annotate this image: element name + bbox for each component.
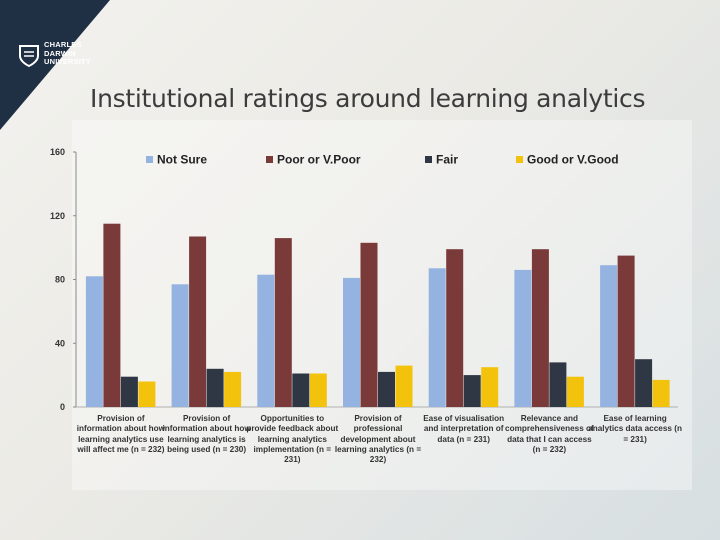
legend-swatch bbox=[266, 156, 273, 163]
slide-title: Institutional ratings around learning an… bbox=[90, 84, 646, 113]
x-tick-label: Provision of information about how learn… bbox=[162, 414, 251, 454]
bar-not-sure bbox=[428, 268, 446, 407]
bar-fair bbox=[378, 371, 395, 407]
logo-wordmark: CHARLES DARWIN UNIVERSITY bbox=[44, 40, 92, 67]
legend-swatch bbox=[146, 156, 153, 163]
y-tick-label: 0 bbox=[60, 402, 65, 412]
bar-good bbox=[309, 373, 327, 407]
bar-poor bbox=[103, 223, 121, 407]
bar-poor bbox=[274, 238, 292, 407]
bar-poor bbox=[360, 242, 378, 407]
y-tick-label: 80 bbox=[55, 275, 65, 285]
legend-label: Not Sure bbox=[157, 153, 207, 167]
bar-not-sure bbox=[600, 265, 618, 407]
bar-fair bbox=[292, 373, 310, 407]
x-tick-label: Ease of learning analytics data access (… bbox=[588, 414, 682, 444]
bar-good bbox=[566, 376, 584, 407]
bar-poor bbox=[189, 236, 207, 407]
bar-fair bbox=[549, 362, 567, 407]
bar-poor bbox=[531, 249, 549, 407]
bar-not-sure bbox=[257, 274, 275, 407]
legend-swatch bbox=[425, 156, 432, 163]
bar-poor bbox=[617, 255, 635, 407]
bar-fair bbox=[635, 359, 653, 407]
x-tick-label: Ease of visualisation and interpretation… bbox=[423, 414, 505, 444]
bar-good bbox=[652, 379, 670, 407]
x-tick-label: Provision of information about how learn… bbox=[76, 414, 165, 454]
shield-icon bbox=[19, 45, 39, 68]
logo-banner bbox=[0, 0, 110, 130]
logo-line-1: CHARLES bbox=[44, 40, 82, 49]
legend-label: Poor or V.Poor bbox=[277, 153, 361, 167]
bar-poor bbox=[446, 249, 464, 407]
legend-swatch bbox=[516, 156, 523, 163]
bar-not-sure bbox=[171, 284, 189, 407]
x-tick-label: Relevance and comprehensiveness of data … bbox=[505, 414, 594, 454]
bar-not-sure bbox=[514, 269, 532, 407]
logo-line-3: UNIVERSITY bbox=[44, 57, 92, 66]
bar-good bbox=[138, 381, 156, 407]
bar-fair bbox=[463, 375, 481, 407]
university-logo: CHARLES DARWIN UNIVERSITY bbox=[0, 0, 160, 140]
y-tick-label: 40 bbox=[55, 338, 65, 348]
bar-fair bbox=[120, 376, 138, 407]
bar-good bbox=[395, 365, 413, 407]
y-tick-label: 120 bbox=[50, 211, 65, 221]
legend-label: Good or V.Good bbox=[527, 153, 619, 167]
x-tick-label: Opportunities to provide feedback about … bbox=[246, 414, 339, 465]
bar-good bbox=[481, 367, 499, 407]
logo-line-2: DARWIN bbox=[44, 48, 76, 58]
legend-label: Fair bbox=[436, 153, 458, 167]
bar-not-sure bbox=[85, 276, 103, 407]
x-tick-label: Provision of professional development ab… bbox=[334, 414, 422, 465]
y-tick-label: 160 bbox=[50, 147, 65, 157]
bar-fair bbox=[206, 368, 224, 408]
bar-good bbox=[224, 371, 242, 407]
bar-not-sure bbox=[343, 277, 360, 407]
